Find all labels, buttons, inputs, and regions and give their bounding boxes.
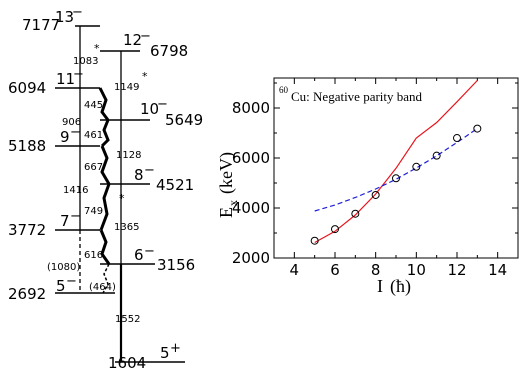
x-axis-ticks: 4 6 8 10 12 14 — [273, 78, 519, 279]
level-spin-11: 11 — [56, 70, 75, 88]
gamma-label-461: 461 — [84, 130, 103, 141]
gamma-464 — [102, 263, 110, 294]
y-axis-label: E x (keV) — [216, 152, 240, 218]
gamma-label-1080: (1080) — [47, 262, 80, 273]
gamma-616 — [99, 229, 111, 265]
level-parity-11: − — [73, 67, 84, 82]
x-axis-label-main: I — [377, 276, 383, 296]
level-energy-9: 5188 — [8, 137, 46, 155]
level-parity-5m: − — [66, 274, 77, 289]
level-parity-6: − — [144, 244, 155, 259]
data-point — [453, 134, 461, 143]
y-axis-label-main: E — [216, 207, 236, 218]
y-axis-ticks: 2000 4000 6000 8000 — [232, 82, 518, 267]
level-spin-12: 12 — [123, 31, 142, 49]
level-energy-5m: 2692 — [8, 285, 46, 303]
y-axis-label-sub: x — [226, 200, 240, 206]
level-parity-13: − — [72, 5, 83, 20]
level-parity-9: − — [70, 125, 81, 140]
solid-fit-curve — [314, 80, 478, 244]
x-axis-label-unit: (ħ) — [390, 276, 411, 297]
gamma-label-906: 906 — [62, 117, 81, 128]
gamma-label-1416: 1416 — [63, 185, 88, 196]
level-energy-6: 3156 — [157, 256, 195, 274]
gamma-445 — [98, 87, 110, 121]
data-point — [371, 190, 380, 199]
level-energy-13: 7177 — [22, 16, 60, 34]
x-tick-label: 6 — [330, 261, 340, 279]
gamma-label-1128: 1128 — [116, 150, 141, 161]
level-scheme: 7177 13 − 12 − 6798 6094 11 − 10 − 5649 … — [8, 5, 203, 370]
x-tick-label: 8 — [371, 261, 381, 279]
gamma-label-445: 445 — [84, 100, 103, 111]
data-point — [473, 124, 482, 133]
level-energy-11: 6094 — [8, 79, 46, 97]
gamma-star-1149: * — [142, 70, 148, 83]
gamma-461 — [100, 119, 110, 148]
data-point — [412, 162, 421, 171]
level-parity-5p: + — [170, 341, 181, 356]
data-point — [392, 174, 400, 183]
data-point — [432, 151, 441, 160]
gamma-label-667: 667 — [84, 162, 103, 173]
gamma-label-464: (464) — [89, 282, 116, 293]
level-energy-8: 4521 — [156, 176, 194, 194]
gamma-label-1365: 1365 — [114, 222, 139, 233]
gamma-667 — [100, 145, 111, 185]
level-parity-12: − — [140, 29, 151, 44]
level-spin-7: 7 — [60, 212, 70, 230]
level-energy-12: 6798 — [150, 42, 188, 60]
dashed-fit-curve — [314, 128, 478, 212]
level-energy-10: 5649 — [165, 111, 203, 129]
level-energy-5p: 1604 — [108, 354, 146, 370]
data-point — [351, 209, 360, 218]
level-parity-8: − — [144, 163, 155, 178]
y-tick-label: 2000 — [232, 249, 270, 267]
x-tick-label: 4 — [290, 261, 300, 279]
gamma-star-1083: * — [94, 42, 100, 55]
fit-curves — [314, 80, 478, 244]
data-points — [310, 124, 482, 245]
y-axis-label-unit: (keV) — [216, 152, 237, 194]
level-spin-6: 6 — [134, 246, 144, 264]
gamma-label-1552: 1552 — [115, 314, 140, 325]
gamma-star-749: * — [119, 192, 125, 205]
gamma-label-1149: 1149 — [114, 82, 139, 93]
gamma-749 — [99, 183, 111, 231]
energy-vs-spin-plot: 4 6 8 10 12 14 2000 4000 6000 8000 60 Cu: Negati… — [216, 77, 519, 297]
level-parity-10: − — [157, 97, 168, 112]
x-tick-label: 14 — [488, 261, 507, 279]
x-tick-label: 10 — [407, 261, 426, 279]
gamma-label-749: 749 — [84, 206, 103, 217]
level-spin-5m: 5 — [56, 277, 66, 295]
annotation-mass-number: 60 — [279, 85, 289, 95]
y-tick-label: 6000 — [232, 149, 270, 167]
level-spin-13: 13 — [55, 8, 74, 26]
level-spin-10: 10 — [140, 100, 159, 118]
level-spin-8: 8 — [134, 166, 144, 184]
annotation-label: Cu: Negative parity band — [291, 89, 423, 104]
level-parity-7: − — [70, 209, 81, 224]
y-tick-label: 4000 — [232, 199, 270, 217]
gamma-label-1083: 1083 — [73, 56, 98, 67]
x-tick-label: 12 — [447, 261, 466, 279]
y-tick-label: 8000 — [232, 99, 270, 117]
level-spin-9: 9 — [60, 128, 70, 146]
data-point — [310, 236, 319, 245]
gamma-label-616: 616 — [84, 250, 103, 261]
data-point — [331, 225, 339, 234]
level-spin-5p: 5 — [160, 344, 170, 362]
level-energy-7: 3772 — [8, 221, 46, 239]
